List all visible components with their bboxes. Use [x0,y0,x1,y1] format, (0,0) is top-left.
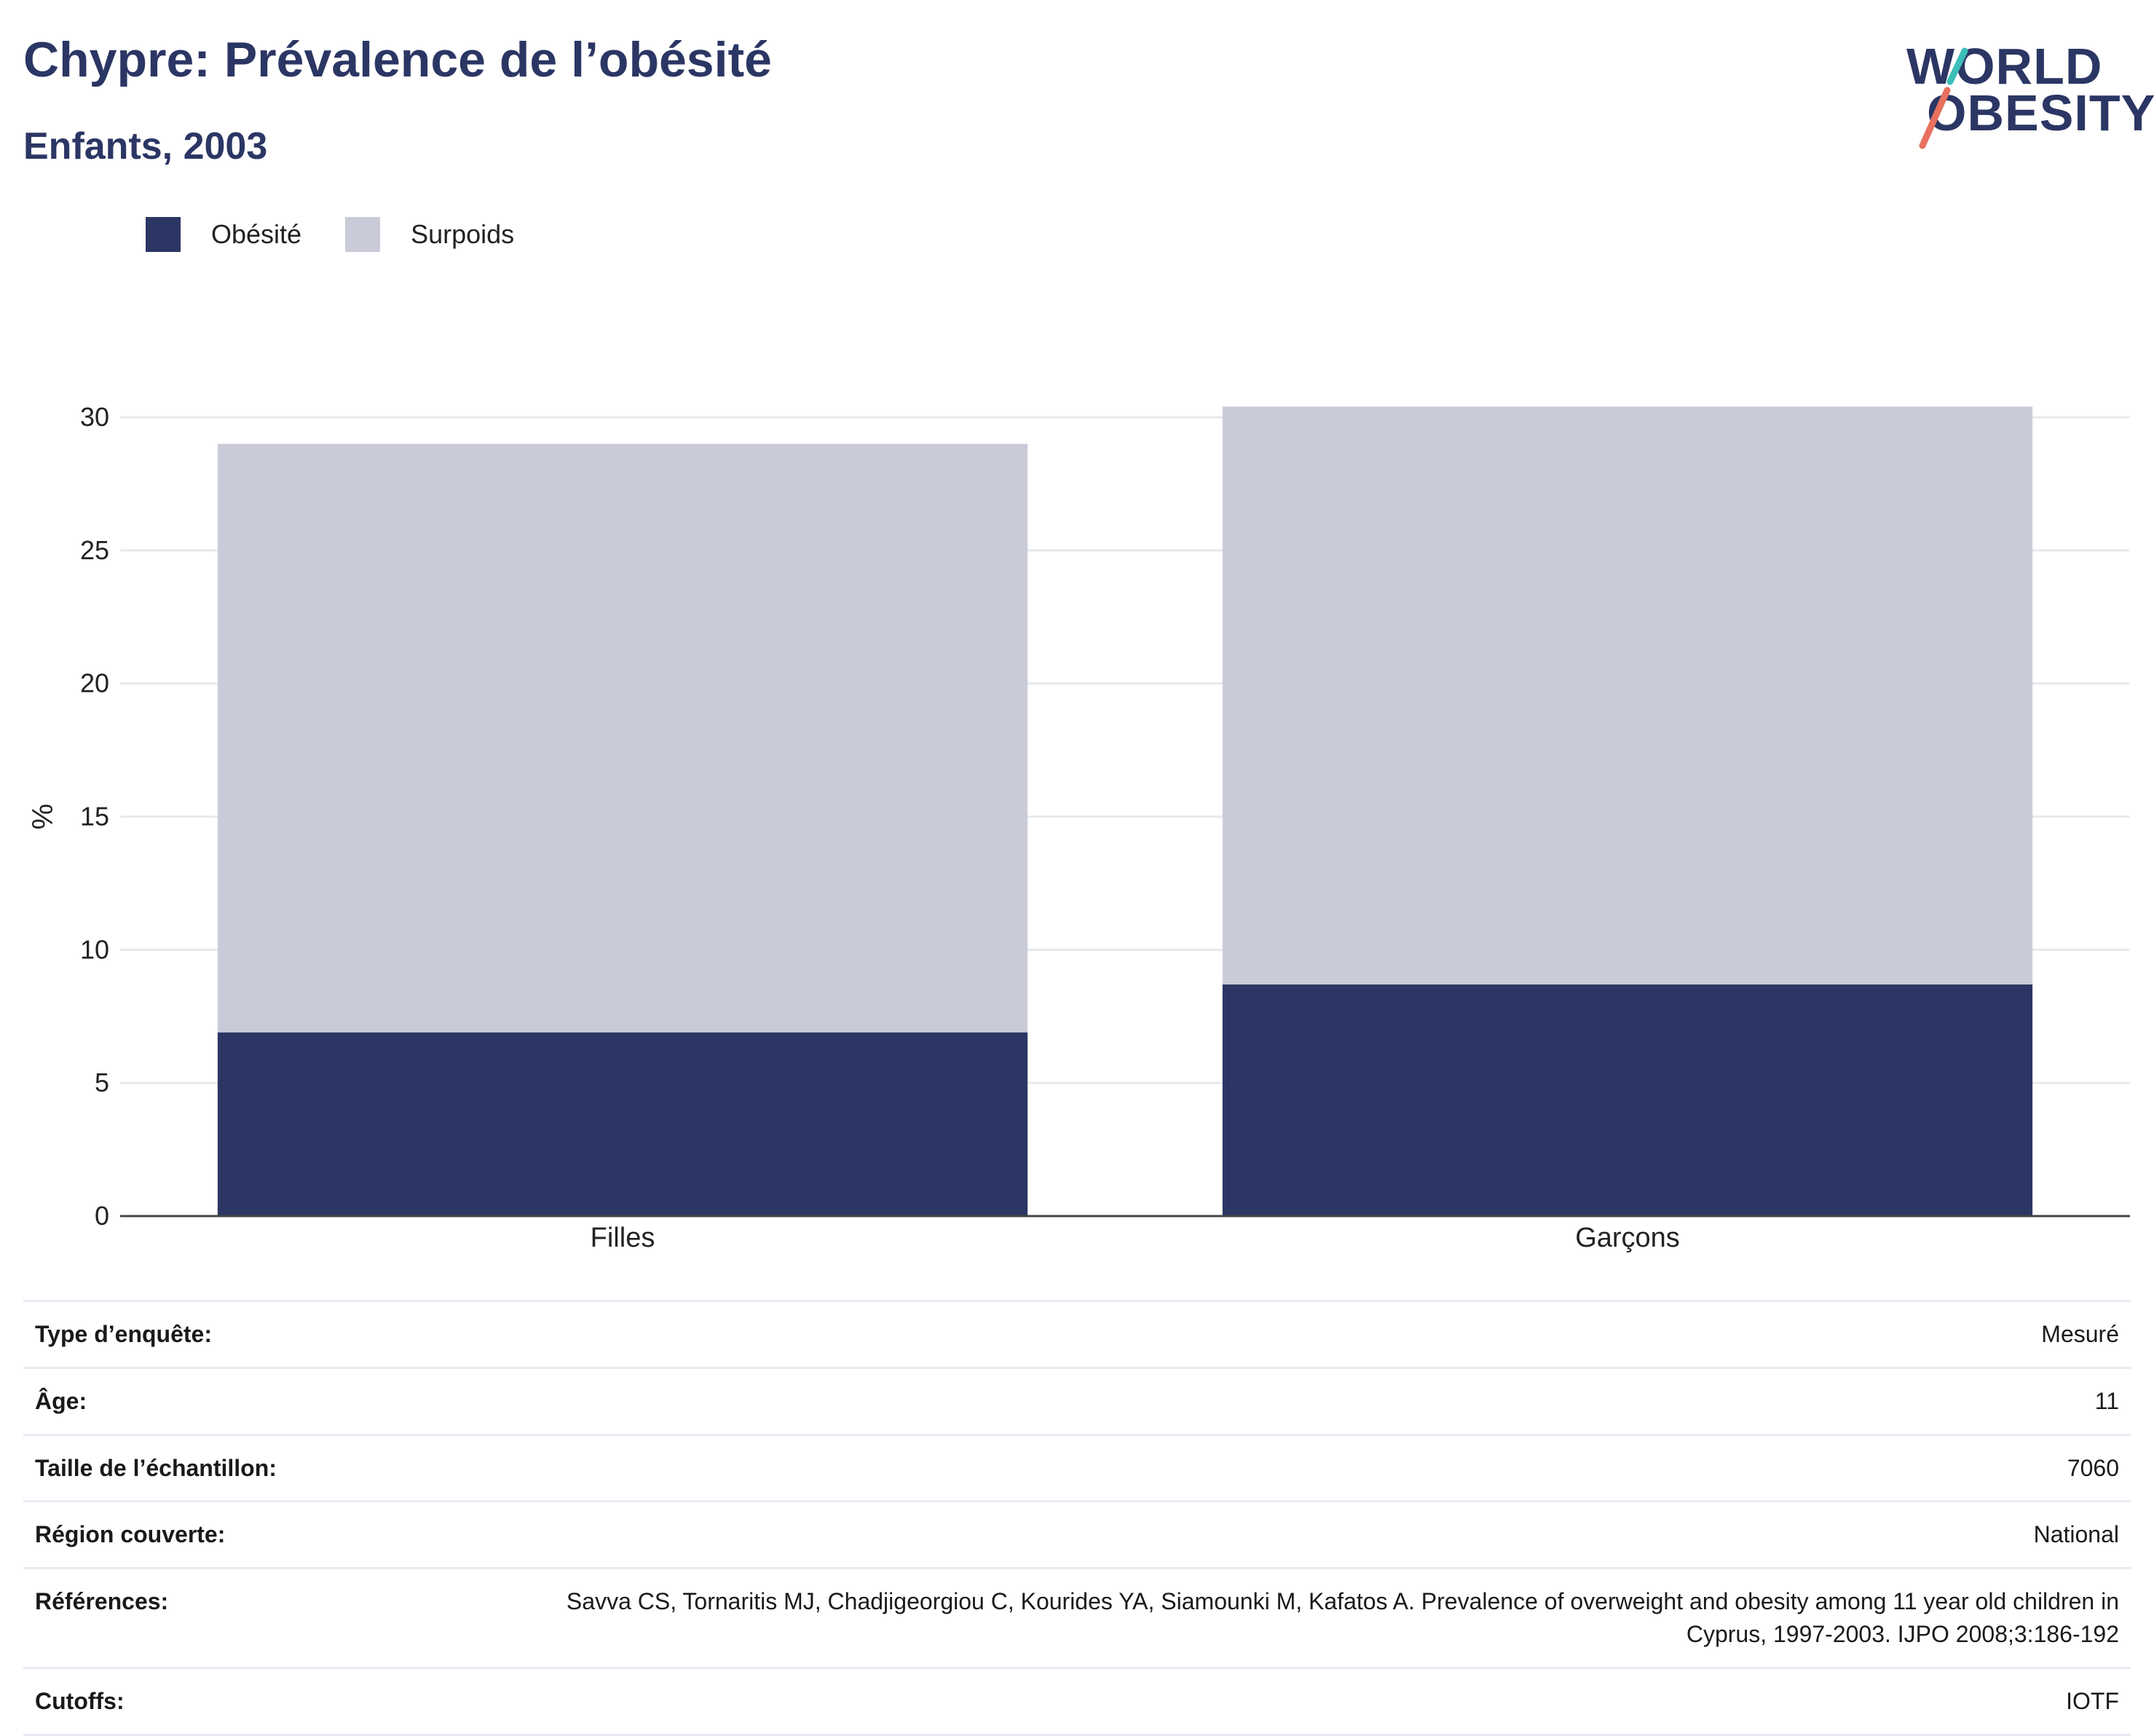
y-tick-label: 30 [80,402,109,432]
table-row-region: Région couverte: National [23,1500,2131,1569]
row-value: Savva CS, Tornaritis MJ, Chadjigeorgiou … [484,1567,2131,1668]
table-row-survey-type: Type d’enquête: Mesuré [23,1300,2131,1368]
y-tick-label: 25 [80,535,109,565]
bar-surpoids-0 [217,443,1028,1033]
row-label: Région couverte: [23,1500,484,1569]
table-row-references: Références: Savva CS, Tornaritis MJ, Cha… [23,1567,2131,1668]
row-label: Âge: [23,1366,484,1435]
legend-item-obesite[interactable]: Obésité [146,217,301,252]
row-value: 11 [484,1366,2131,1435]
row-label: Références: [23,1567,484,1668]
legend-swatch-obesite [146,217,181,252]
legend-label-surpoids: Surpoids [411,219,515,249]
row-label: Type d’enquête: [23,1300,484,1368]
logo-slash-icon [1919,47,1968,149]
logo-word-world: WORLD [1906,38,2103,95]
y-tick-label: 5 [95,1068,109,1097]
row-label: Taille de l’échantillon: [23,1433,484,1502]
chart-title: Chypre: Prévalence de l’obésité [23,32,772,87]
table-row-sample-size: Taille de l’échantillon: 7060 [23,1433,2131,1502]
y-tick-label: 15 [80,802,109,832]
row-value: IOTF [484,1666,2131,1736]
row-label: Cutoffs: [23,1666,484,1736]
chart-subtitle: Enfants, 2003 [23,125,268,167]
y-tick-label: 10 [80,934,109,964]
bar-surpoids-1 [1222,406,2033,985]
legend-label-obesite: Obésité [211,219,302,249]
x-tick-label: Garçons [1575,1223,1680,1253]
row-value: National [484,1500,2131,1569]
y-tick-label: 0 [95,1201,109,1231]
stacked-bar-chart: 0 5 10 15 20 25 30% Filles Garçons [27,402,2130,1253]
x-tick-label: Filles [591,1223,655,1253]
logo-word-obesity: OBESITY [1927,84,2154,141]
survey-info-table: Type d’enquête: Mesuré Âge: 11 Taille de… [23,1300,2131,1736]
bar-obesite-1 [1222,984,2033,1216]
table-row-cutoffs: Cutoffs: IOTF [23,1666,2131,1736]
row-value: 7060 [484,1433,2131,1502]
y-tick-label: 20 [80,668,109,698]
world-obesity-logo: WORLD OBESITY [1886,20,2154,159]
legend-swatch-surpoids [345,217,381,252]
row-value: Mesuré [484,1300,2131,1368]
table-row-age: Âge: 11 [23,1366,2131,1435]
bar-obesite-0 [217,1032,1028,1216]
legend-item-surpoids[interactable]: Surpoids [345,217,514,252]
chart-legend: Obésité Surpoids [146,217,558,252]
y-axis-title: % [27,804,59,830]
